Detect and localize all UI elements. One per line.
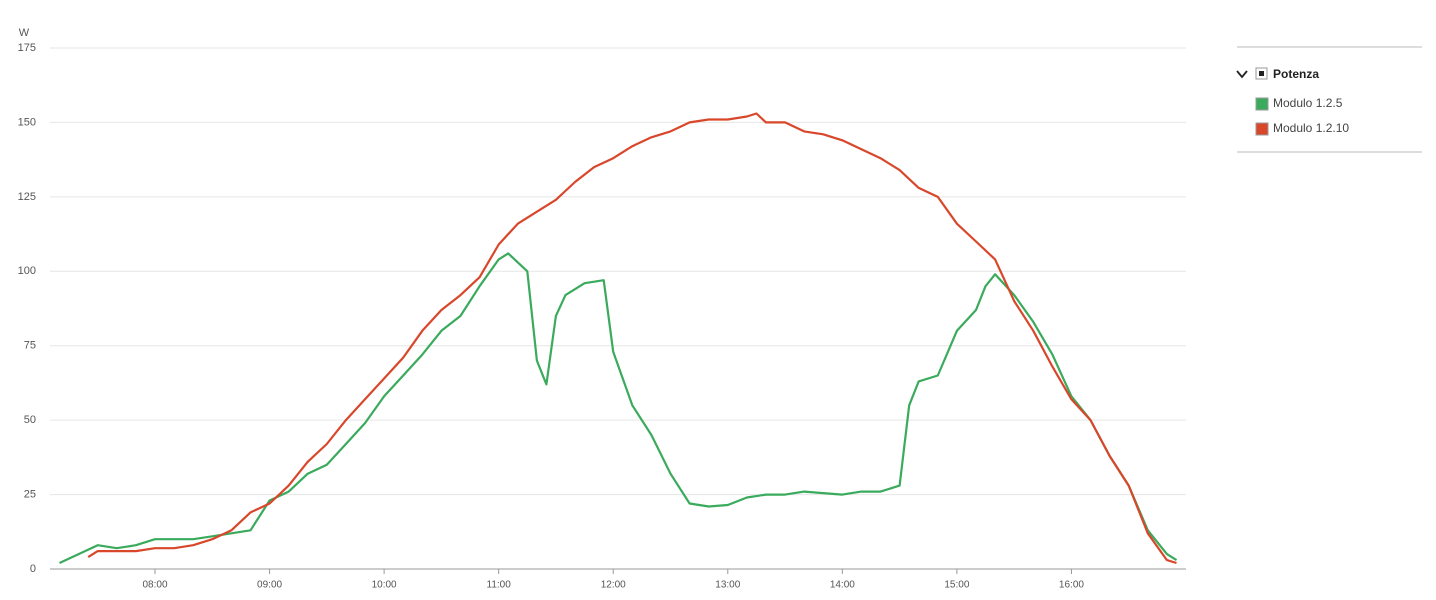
x-tick-label: 11:00: [487, 580, 512, 591]
x-tick-label: 16:00: [1059, 580, 1084, 591]
series-line: [87, 112, 1177, 565]
y-unit: W: [19, 27, 30, 39]
y-tick-label: 150: [18, 116, 36, 128]
y-tick-label: 100: [18, 265, 36, 277]
x-tick-label: 08:00: [142, 580, 167, 591]
y-tick-label: 75: [24, 340, 36, 352]
y-tick-label: 175: [18, 42, 36, 54]
x-tick-label: 10:00: [372, 580, 397, 591]
legend-label: Modulo 1.2.5: [1273, 96, 1343, 110]
series-line: [59, 252, 1178, 564]
y-tick-label: 0: [30, 563, 36, 575]
legend-chevron[interactable]: [1236, 70, 1248, 79]
legend-group: Potenza: [1273, 67, 1319, 81]
y-tick-label: 125: [18, 191, 36, 203]
x-tick-label: 13:00: [715, 580, 740, 591]
x-tick-label: 15:00: [944, 580, 969, 591]
x-tick-label: 09:00: [257, 580, 282, 591]
legend-swatch[interactable]: [1255, 97, 1269, 111]
legend-swatch[interactable]: [1255, 122, 1269, 136]
y-tick-label: 25: [24, 488, 36, 500]
legend-group-swatch: [1259, 71, 1264, 76]
x-tick-label: 12:00: [601, 580, 626, 591]
legend-label: Modulo 1.2.10: [1273, 121, 1349, 135]
y-tick-label: 50: [24, 414, 36, 426]
x-tick-label: 14:00: [830, 580, 855, 591]
